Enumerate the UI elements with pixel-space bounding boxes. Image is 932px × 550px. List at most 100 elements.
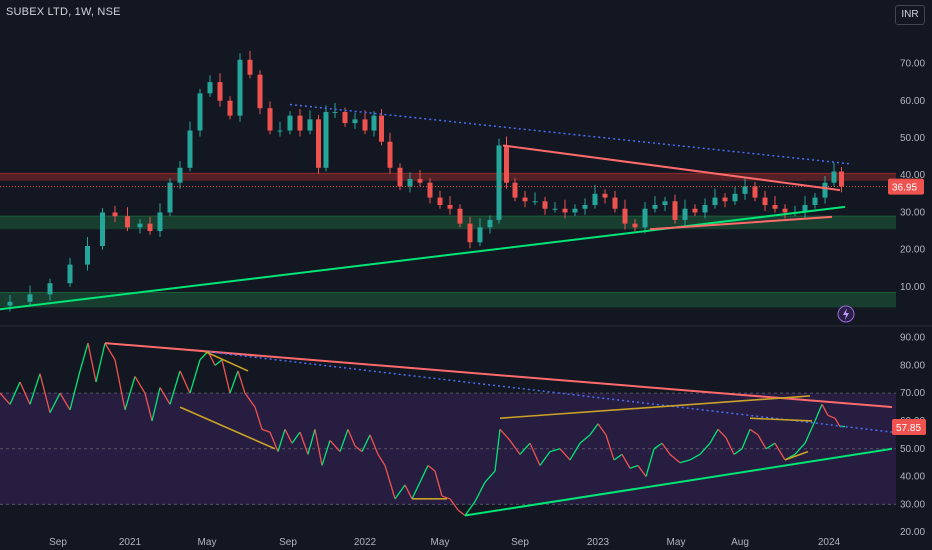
- candle-body: [352, 119, 358, 124]
- rsi-last-badge: [892, 418, 926, 435]
- candle-body: [379, 115, 384, 142]
- rsi-line-segment: [169, 370, 181, 405]
- rsi-line-segment: [589, 423, 599, 436]
- rsi-line-segment: [441, 495, 451, 500]
- rsi-line-segment: [653, 442, 663, 450]
- candle-body: [822, 182, 828, 198]
- rsi-trendline-rsi-support: [464, 447, 893, 517]
- candle-body: [772, 205, 778, 209]
- candle-body: [642, 208, 648, 228]
- last-price-value: 36.95: [892, 183, 917, 194]
- rsi-axis-label: 70.00: [900, 388, 925, 399]
- rsi-divergence-line: [204, 350, 249, 372]
- rsi-line-segment: [821, 403, 829, 416]
- candle-body: [47, 283, 53, 295]
- zone-resistance-0: [0, 173, 896, 181]
- candle-body: [157, 212, 163, 232]
- candle-body: [504, 145, 509, 183]
- rsi-line-segment: [104, 342, 116, 361]
- rsi-line-segment: [277, 429, 286, 452]
- rsi-line-segment: [699, 442, 711, 455]
- rsi-line-segment: [291, 431, 301, 444]
- candle-body: [257, 74, 263, 109]
- time-axis-label: May: [667, 537, 686, 548]
- candle-body: [67, 264, 73, 284]
- time-axis-label: 2022: [354, 537, 377, 548]
- candle-body: [496, 145, 502, 220]
- candle-body: [467, 223, 473, 243]
- rsi-line-segment: [261, 428, 271, 433]
- candle-body: [316, 119, 321, 168]
- rsi-line-segment: [354, 445, 363, 453]
- candle-body: [447, 205, 453, 209]
- candle-body: [217, 82, 223, 101]
- candle-body: [762, 197, 768, 206]
- candle-body: [362, 119, 368, 131]
- rsi-line-segment: [717, 428, 727, 439]
- candle-body: [137, 223, 143, 228]
- rsi-axis-label: 90.00: [900, 333, 925, 344]
- candle-body: [247, 59, 253, 75]
- rsi-line-segment: [689, 453, 701, 461]
- rsi-line-segment: [314, 429, 323, 466]
- candle-body: [207, 82, 213, 94]
- candle-body: [652, 205, 658, 209]
- rsi-line-segment: [794, 442, 806, 455]
- rsi-line-segment: [237, 370, 246, 394]
- rsi-line-segment: [159, 387, 171, 405]
- rsi-line-segment: [605, 434, 615, 461]
- candle-body: [722, 197, 728, 202]
- rsi-line-segment: [394, 484, 406, 500]
- candle-body: [342, 111, 348, 124]
- rsi-line-segment: [509, 440, 521, 455]
- candle-body: [572, 208, 578, 213]
- currency-button[interactable]: INR: [895, 5, 925, 25]
- time-axis-label: 2024: [818, 537, 841, 548]
- candle-body: [27, 294, 33, 302]
- rsi-line-segment: [579, 434, 591, 444]
- candle-body: [407, 178, 413, 187]
- candle-body: [397, 167, 403, 187]
- candle-body: [323, 111, 329, 168]
- rsi-line-segment: [629, 464, 639, 469]
- rsi-line-segment: [114, 359, 126, 410]
- rsi-line-segment: [39, 373, 51, 413]
- candle-body: [197, 93, 203, 131]
- rsi-line-segment: [519, 442, 531, 455]
- rsi-trendline-rsi-resistance: [104, 342, 893, 409]
- rsi-line-segment: [411, 481, 421, 500]
- candle-body: [831, 171, 837, 183]
- rsi-line-segment: [725, 437, 735, 455]
- rsi-line-segment: [307, 429, 316, 455]
- candle-body: [612, 197, 618, 209]
- rsi-divergence-line: [499, 395, 811, 420]
- rsi-line-segment: [457, 509, 466, 517]
- candle-body: [227, 100, 233, 116]
- candle-body: [371, 115, 377, 131]
- candle-body: [167, 182, 173, 213]
- time-axis-label: Sep: [511, 537, 529, 548]
- candle-body: [522, 197, 528, 202]
- candle-body: [237, 59, 243, 116]
- rsi-line-segment: [321, 440, 331, 466]
- price-axis-label: 20.00: [900, 245, 925, 256]
- zone-support-2: [0, 292, 896, 308]
- rsi-line-segment: [637, 465, 647, 477]
- rsi-divergence-line: [749, 417, 813, 422]
- candle-body: [387, 141, 393, 168]
- rsi-line-segment: [549, 448, 561, 453]
- rsi-line-segment: [499, 428, 511, 441]
- candle-body: [297, 115, 303, 131]
- rsi-line-segment: [269, 431, 279, 452]
- rsi-line-segment: [661, 442, 671, 455]
- candle-body: [682, 208, 688, 220]
- rsi-line-segment: [757, 434, 767, 450]
- rsi-line-segment: [539, 451, 551, 466]
- rsi-line-segment: [449, 498, 459, 511]
- time-axis-label: Sep: [279, 537, 297, 548]
- rsi-line-segment: [124, 376, 136, 411]
- rsi-line-segment: [59, 392, 71, 411]
- rsi-line-segment: [134, 376, 146, 394]
- time-axis-label: Aug: [731, 537, 749, 548]
